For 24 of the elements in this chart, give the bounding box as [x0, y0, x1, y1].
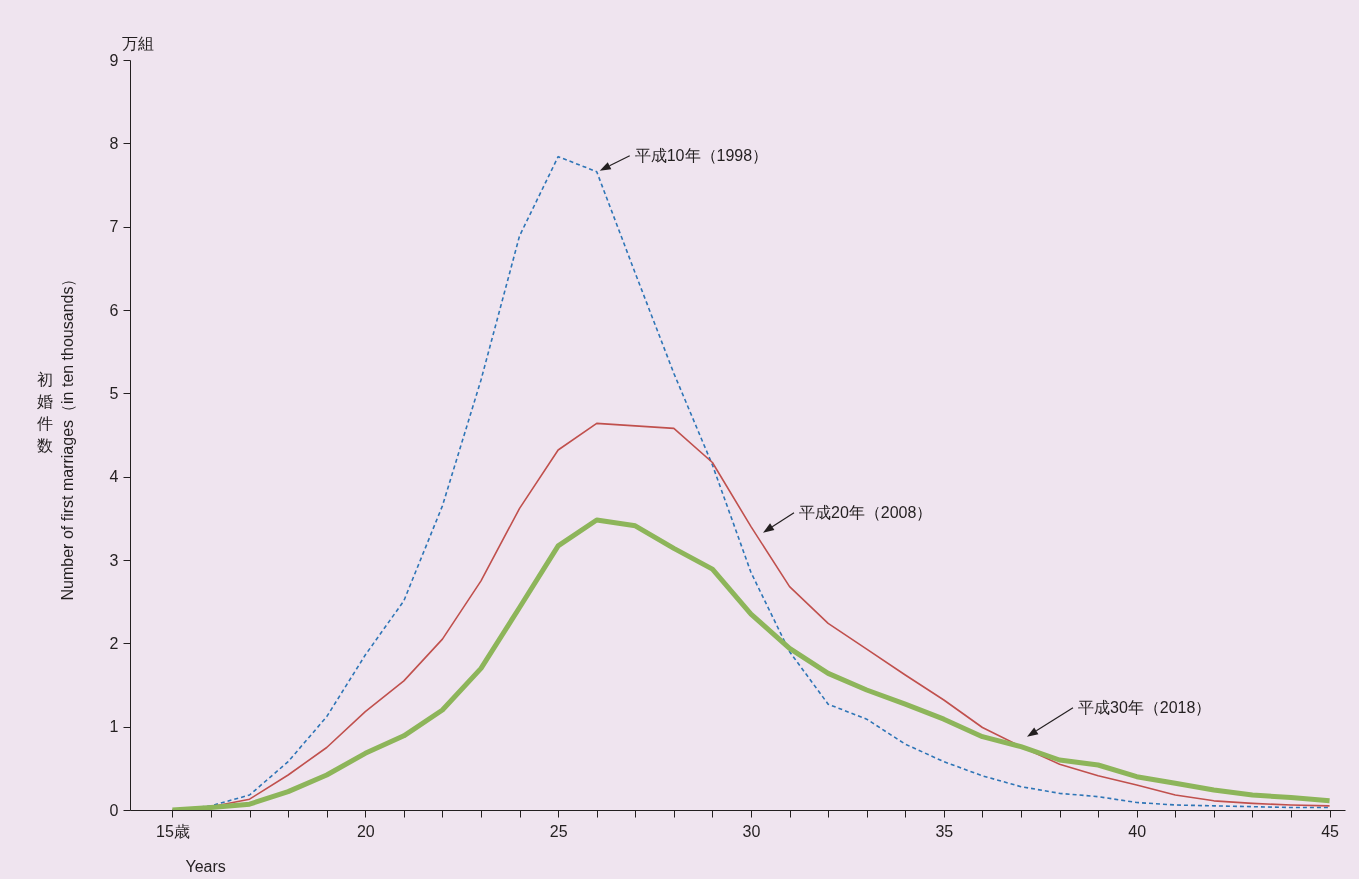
y-axis-title: Number of first marriages（in ten thousands）	[58, 270, 76, 601]
x-tick-label: 20	[356, 822, 375, 840]
text: 万組	[122, 35, 154, 52]
y-tick-label: 1	[109, 718, 119, 736]
text: 平成10年（1998）	[634, 146, 769, 164]
text: 平成20年（2008）	[799, 503, 933, 521]
y-tick-label: 8	[109, 134, 119, 152]
y-tick-label: 5	[109, 384, 119, 402]
x-tick-label: 25	[549, 822, 568, 840]
x-axis-title: Years	[185, 857, 226, 875]
x-tick-label: 45	[1321, 822, 1340, 840]
y-tick-label: 9	[109, 51, 119, 69]
text: 初婚件数	[37, 371, 53, 454]
x-tick-label: 30	[742, 822, 761, 840]
x-tick-label: 40	[1128, 822, 1147, 840]
x-tick-label: 35	[935, 822, 954, 840]
y-tick-label: 2	[109, 634, 119, 652]
y-tick-label: 3	[109, 551, 119, 569]
y-tick-label: 4	[109, 468, 119, 486]
y-tick-label: 7	[109, 218, 119, 236]
y-tick-label: 6	[109, 301, 119, 319]
text: 平成30年（2018）	[1078, 698, 1212, 716]
x-tick-label: 15歳	[156, 822, 190, 840]
y-tick-label: 0	[109, 801, 119, 819]
